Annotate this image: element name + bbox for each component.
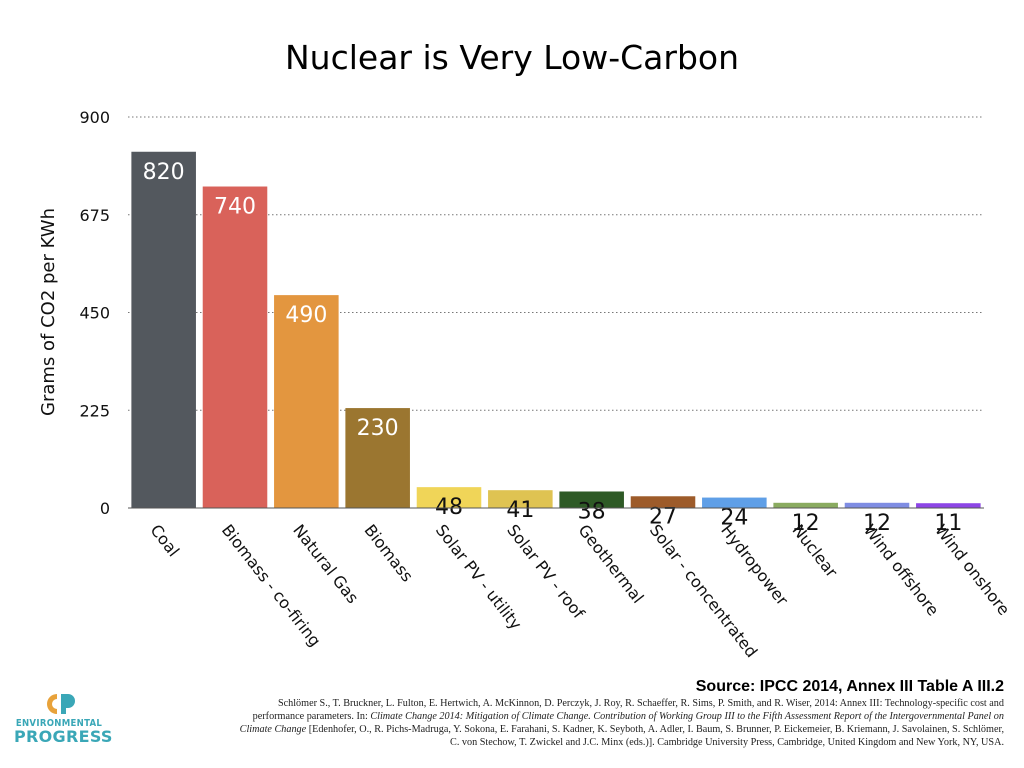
bar	[773, 502, 838, 508]
logo-p-shape	[61, 694, 75, 714]
citation-line: performance parameters. In: Climate Chan…	[184, 710, 1004, 723]
y-tick-label: 900	[79, 108, 110, 127]
y-tick-label: 0	[100, 499, 110, 518]
logo-text-progress: PROGRESS	[14, 727, 113, 746]
bar-value-label: 24	[720, 506, 748, 531]
bar	[274, 295, 339, 508]
bar-value-label: 12	[863, 511, 891, 536]
citation-book-title: Climate Change	[239, 724, 307, 735]
citation-text: [Edenhofer, O., R. Pichs-Madruga, Y. Sok…	[306, 724, 1004, 735]
bar	[416, 487, 482, 508]
ep-logo-icon	[47, 694, 75, 714]
x-tick-label: Natural Gas	[289, 521, 362, 607]
bar	[202, 186, 268, 508]
y-axis-label: Grams of CO2 per KWh	[38, 208, 59, 416]
y-tick-label: 225	[79, 401, 110, 420]
x-tick-label: Coal	[147, 521, 184, 560]
citation-line: C. von Stechow, T. Zwickel and J.C. Minx…	[450, 737, 1004, 748]
bar	[131, 151, 196, 508]
environmental-progress-logo: ENVIRONMENTAL PROGRESS	[14, 692, 113, 746]
bar	[630, 496, 696, 508]
citation: Schlömer S., T. Bruckner, L. Fulton, E. …	[184, 697, 1004, 749]
bar	[488, 490, 553, 508]
bar	[345, 408, 410, 508]
citation-book-title: Climate Change 2014: Mitigation of Clima…	[370, 711, 1004, 722]
citation-line: Climate Change [Edenhofer, O., R. Pichs-…	[184, 723, 1004, 736]
bar	[702, 497, 767, 508]
bar-value-label: 820	[143, 160, 185, 185]
bar	[916, 503, 981, 508]
x-tick-label: Geothermal	[575, 521, 648, 607]
bar	[844, 502, 910, 508]
y-tick-label: 450	[79, 304, 110, 323]
citation-line: Schlömer S., T. Bruckner, L. Fulton, E. …	[277, 698, 1004, 709]
x-tick-label: Wind offshore	[860, 521, 943, 620]
logo-e-shape	[47, 694, 57, 714]
bar-value-label: 740	[214, 195, 256, 220]
bar	[559, 491, 624, 508]
x-tick-label: Wind onshore	[931, 521, 1013, 619]
bar-value-label: 490	[285, 303, 327, 328]
chart-title: Nuclear is Very Low-Carbon	[284, 38, 740, 77]
bar-value-label: 41	[506, 498, 534, 523]
source-heading: Source: IPCC 2014, Annex III Table A III…	[695, 678, 1004, 695]
logo-text-environmental: ENVIRONMENTAL	[15, 718, 103, 729]
bar-value-label: 11	[934, 511, 962, 536]
bar-value-label: 230	[357, 416, 399, 441]
x-tick-label: Biomass	[361, 521, 417, 586]
x-tick-label: Hydropower	[717, 521, 792, 610]
bar-value-label: 38	[578, 499, 606, 524]
gridlines	[128, 116, 984, 411]
y-tick-label: 675	[79, 206, 110, 225]
citation-text: performance parameters. In:	[252, 711, 371, 722]
bar-value-label: 12	[792, 511, 820, 536]
x-tick-label: Solar PV - roof	[503, 521, 588, 623]
